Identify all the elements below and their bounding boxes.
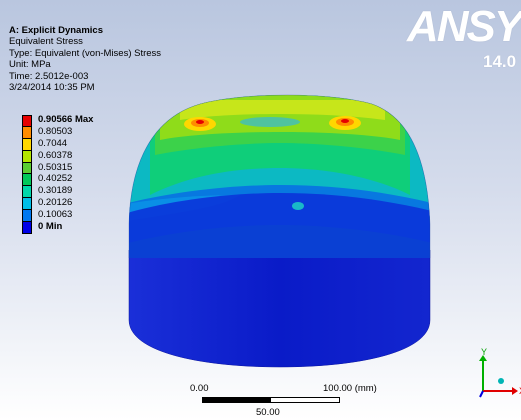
legend-swatch	[22, 198, 32, 211]
result-type: Type: Equivalent (von-Mises) Stress	[9, 47, 162, 59]
legend-swatch	[22, 150, 32, 163]
legend-label: 0.80503	[38, 125, 73, 137]
scale-right-label: 100.00 (mm)	[323, 383, 377, 394]
legend-label: 0.60378	[38, 149, 73, 161]
result-date: 3/24/2014 10:35 PM	[9, 82, 95, 94]
legend-swatch	[22, 174, 32, 187]
analysis-title: A: Explicit Dynamics	[9, 25, 103, 36]
cylinder-body	[128, 249, 431, 368]
result-unit: Unit: MPa	[9, 59, 51, 71]
legend-swatch	[22, 162, 32, 175]
result-time: Time: 2.5012e-003	[9, 70, 89, 82]
legend-swatch	[22, 138, 32, 151]
scale-bar-graphic	[202, 397, 340, 403]
legend-row: 0.7044	[20, 137, 150, 151]
legend-swatch	[22, 115, 32, 127]
version-label: 14.0	[483, 52, 517, 71]
color-legend[interactable]: 0.90566 Max 0.80503 0.7044 0.60378 0.503…	[20, 114, 150, 234]
legend-label: 0.20126	[38, 197, 73, 209]
legend-swatch	[22, 222, 32, 234]
legend-row: 0.50315	[20, 161, 150, 175]
result-name: Equivalent Stress	[9, 36, 83, 48]
triad-x-label: X	[519, 386, 521, 396]
legend-label: 0.50315	[38, 161, 73, 173]
legend-row: 0.60378	[20, 149, 150, 163]
legend-swatch	[22, 186, 32, 199]
coordinate-triad[interactable]: Y X	[468, 343, 521, 420]
legend-label: 0.10063	[38, 209, 73, 221]
legend-row: 0.10063	[20, 209, 150, 223]
legend-row: 0.30189	[20, 185, 150, 199]
legend-row: 0.90566 Max	[20, 114, 150, 127]
legend-row: 0.40252	[20, 173, 150, 187]
legend-label: 0.90566 Max	[38, 114, 94, 125]
scale-mid-label: 50.00	[256, 407, 280, 418]
ansys-logo: ANSYS	[407, 2, 521, 51]
legend-row: 0.80503	[20, 125, 150, 139]
legend-label: 0.7044	[38, 137, 68, 149]
z-axis-arrow	[479, 390, 484, 398]
scale-left-label: 0.00	[190, 383, 209, 394]
triad-y-label: Y	[481, 347, 487, 357]
result-info-block: A: Explicit Dynamics Equivalent Stress T…	[9, 25, 161, 93]
scale-bar: 0.00 100.00 (mm) 50.00	[190, 383, 377, 419]
legend-label: 0.40252	[38, 173, 73, 185]
legend-row: 0 Min	[20, 221, 150, 234]
legend-label: 0 Min	[38, 221, 63, 233]
triad-origin-dot	[498, 378, 504, 384]
dome-contours	[129, 95, 430, 258]
legend-swatch	[22, 126, 32, 139]
legend-row: 0.20126	[20, 197, 150, 211]
legend-swatch	[22, 210, 32, 223]
legend-label: 0.30189	[38, 185, 73, 197]
